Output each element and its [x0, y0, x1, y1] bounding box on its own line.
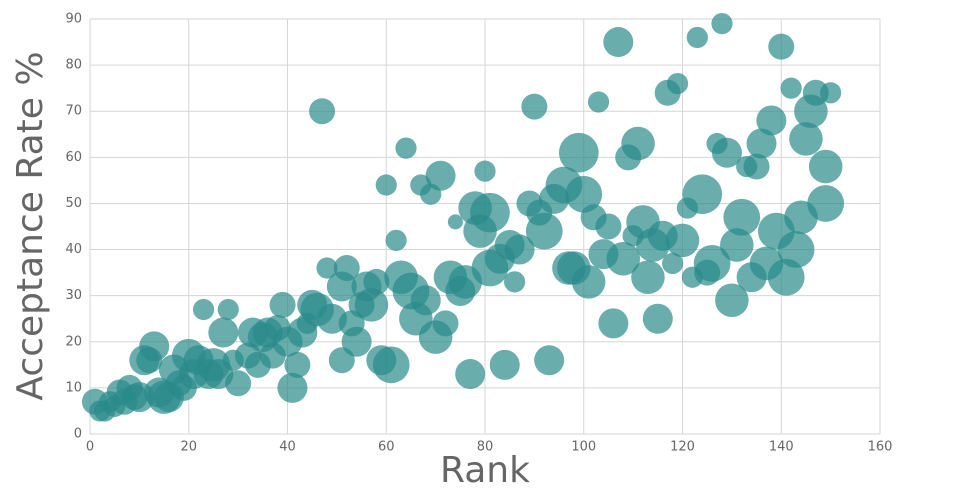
- bubble: [711, 13, 733, 35]
- bubble: [598, 308, 629, 339]
- bubble: [375, 174, 397, 196]
- bubble: [682, 174, 723, 215]
- bubble: [277, 372, 308, 403]
- bubble: [693, 245, 731, 282]
- bubble: [789, 122, 823, 156]
- bubble: [767, 258, 805, 296]
- bubble: [621, 126, 655, 161]
- bubble: [208, 317, 239, 348]
- x-tick-label: 120: [670, 440, 695, 455]
- bubble: [447, 214, 463, 230]
- y-tick-label: 20: [65, 334, 82, 349]
- bubble: [746, 128, 777, 159]
- bubble: [432, 310, 459, 337]
- bubble: [665, 223, 700, 258]
- bubble: [217, 298, 239, 321]
- bubble: [521, 93, 548, 120]
- bubble: [558, 132, 599, 173]
- bubble: [385, 229, 407, 251]
- y-tick-label: 10: [65, 380, 82, 395]
- x-tick-label: 80: [477, 440, 494, 455]
- x-tick-label: 160: [868, 440, 893, 455]
- bubble: [715, 283, 749, 318]
- bubble: [606, 242, 641, 276]
- x-tick-label: 20: [180, 440, 197, 455]
- bubble: [372, 346, 410, 384]
- bubble: [565, 175, 603, 213]
- x-tick-label: 40: [279, 440, 296, 455]
- y-tick-label: 90: [65, 12, 82, 27]
- bubble: [631, 260, 665, 294]
- bubble: [780, 77, 802, 99]
- bubble: [534, 345, 565, 376]
- bubble: [139, 331, 170, 362]
- bubble: [192, 298, 215, 321]
- y-tick-label: 40: [65, 242, 82, 257]
- bubble: [720, 228, 754, 262]
- bubble: [363, 268, 390, 295]
- bubble: [316, 257, 338, 279]
- bubble: [587, 91, 610, 113]
- bubble: [807, 185, 845, 222]
- bubble: [777, 231, 815, 268]
- bubble: [595, 213, 622, 240]
- bubble: [666, 72, 689, 95]
- bubble: [269, 291, 296, 318]
- bubble: [768, 33, 795, 60]
- bubble: [571, 265, 606, 299]
- x-tick-label: 140: [769, 440, 794, 455]
- bubble: [489, 349, 520, 380]
- bubble: [225, 370, 252, 397]
- y-tick-label: 60: [65, 150, 82, 165]
- bubble: [603, 27, 634, 58]
- bubble: [333, 255, 360, 281]
- y-tick-label: 30: [65, 288, 82, 303]
- bubble: [341, 326, 372, 357]
- y-tick-label: 70: [65, 104, 82, 119]
- x-axis-title: Rank: [440, 450, 530, 491]
- bubble: [756, 105, 787, 136]
- x-tick-label: 100: [571, 440, 596, 455]
- x-tick-label: 0: [86, 440, 94, 455]
- bubble: [455, 359, 486, 390]
- bubble: [820, 82, 842, 104]
- y-tick-label: 50: [65, 196, 82, 211]
- bubble: [525, 212, 563, 250]
- y-tick-label: 0: [74, 427, 82, 442]
- bubble: [642, 303, 673, 334]
- x-tick-label: 60: [378, 440, 395, 455]
- bubble: [354, 288, 389, 322]
- bubble: [284, 351, 311, 378]
- bubble: [425, 160, 456, 191]
- bubble: [662, 252, 684, 274]
- bubble: [410, 285, 441, 316]
- bubble: [711, 137, 742, 168]
- bubble: [470, 192, 510, 233]
- bubble: [504, 234, 535, 265]
- bubble: [808, 149, 843, 184]
- bubble: [504, 271, 526, 293]
- bubble: [474, 160, 496, 182]
- bubble: [743, 153, 770, 180]
- bubble: [723, 198, 761, 236]
- bubble: [686, 26, 708, 49]
- bubble: [395, 137, 417, 159]
- y-tick-label: 80: [65, 58, 82, 73]
- y-axis-title: Acceptance Rate %: [10, 51, 51, 400]
- bubble: [309, 98, 336, 125]
